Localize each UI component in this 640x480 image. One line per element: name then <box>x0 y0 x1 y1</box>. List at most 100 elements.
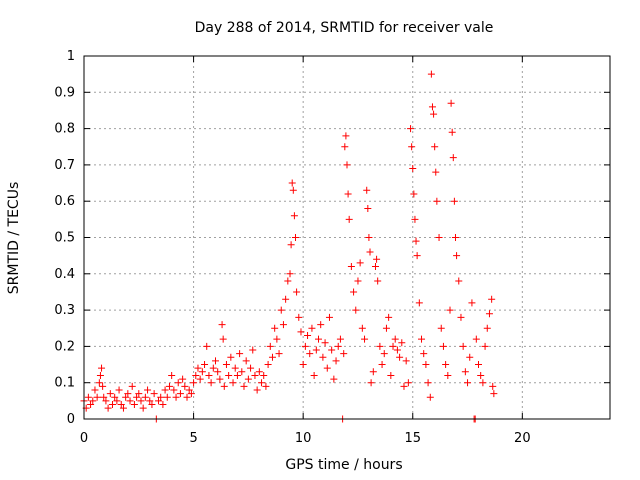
data-point <box>117 400 125 408</box>
data-point <box>139 404 147 412</box>
data-point <box>198 368 206 376</box>
data-point <box>431 143 439 151</box>
data-point <box>201 361 209 369</box>
data-point <box>466 353 474 361</box>
data-point <box>242 357 250 365</box>
data-point <box>133 393 141 401</box>
data-point <box>108 400 116 408</box>
data-point <box>321 339 329 347</box>
data-point <box>266 342 274 350</box>
data-point <box>192 371 200 379</box>
data-point <box>150 390 158 398</box>
data-point <box>391 335 399 343</box>
data-point <box>336 335 344 343</box>
data-point <box>373 255 381 263</box>
data-point <box>229 379 237 387</box>
data-point <box>273 335 281 343</box>
data-point <box>382 324 390 332</box>
data-point <box>489 382 497 390</box>
y-tick-label: 0.4 <box>54 267 75 282</box>
data-point <box>146 397 154 405</box>
data-point <box>115 386 123 394</box>
data-point <box>366 248 374 256</box>
data-point <box>459 342 467 350</box>
data-point <box>317 321 325 329</box>
data-point <box>323 364 331 372</box>
y-tick-label: 0.6 <box>54 194 75 209</box>
data-point <box>174 379 182 387</box>
data-point <box>398 339 406 347</box>
data-point <box>451 234 459 241</box>
data-point <box>148 400 156 408</box>
data-point <box>455 277 463 285</box>
data-point <box>432 168 440 176</box>
data-point <box>415 299 423 307</box>
data-point <box>407 125 415 133</box>
y-axis-label: SRMTID / TECUs <box>6 182 22 295</box>
data-point <box>334 342 342 350</box>
data-point <box>435 234 443 241</box>
data-point <box>233 371 241 379</box>
data-point <box>106 390 114 398</box>
y-tick-label: 1 <box>67 49 75 64</box>
data-point <box>330 375 338 383</box>
data-point <box>212 357 219 365</box>
data-point <box>290 212 298 220</box>
data-point <box>141 393 149 401</box>
data-point <box>91 386 99 394</box>
data-point <box>424 379 432 387</box>
y-tick-label: 0.5 <box>54 231 75 246</box>
data-point <box>449 154 457 162</box>
data-point <box>157 393 165 401</box>
data-point <box>310 371 318 379</box>
data-point <box>450 197 458 205</box>
data-point <box>293 288 301 296</box>
data-point <box>411 215 419 223</box>
data-point <box>490 390 498 398</box>
data-point <box>255 368 263 376</box>
y-tick-label: 0.9 <box>54 85 75 100</box>
data-point <box>468 299 476 307</box>
y-tick-label: 0.8 <box>54 122 75 137</box>
data-point <box>163 393 171 401</box>
data-point <box>301 342 309 350</box>
data-point <box>325 313 333 321</box>
grid-lines <box>84 56 610 419</box>
data-point <box>299 361 307 369</box>
data-point <box>442 361 450 369</box>
data-point <box>284 277 292 285</box>
data-point <box>344 190 352 198</box>
data-point <box>426 393 434 401</box>
data-point <box>393 346 401 354</box>
data-point <box>126 397 134 405</box>
data-point <box>371 263 379 271</box>
y-tick-label: 0.1 <box>54 376 75 391</box>
x-axis-label: GPS time / hours <box>285 457 402 473</box>
data-point <box>444 371 452 379</box>
data-point <box>374 277 382 285</box>
data-point <box>341 143 349 151</box>
data-point <box>287 241 295 249</box>
data-point <box>179 375 187 383</box>
data-point <box>332 357 340 365</box>
x-tick-label: 5 <box>189 431 197 446</box>
data-point <box>135 390 143 398</box>
x-tick-label: 20 <box>514 431 531 446</box>
data-point <box>412 237 420 245</box>
data-point <box>209 364 217 372</box>
data-point <box>354 277 362 285</box>
data-point <box>244 375 252 383</box>
data-points <box>80 70 498 423</box>
data-point <box>159 400 167 408</box>
data-point <box>483 324 491 332</box>
data-point <box>275 350 283 358</box>
data-point <box>295 313 303 321</box>
data-point <box>227 353 235 361</box>
data-point <box>364 204 372 212</box>
data-point <box>176 390 184 398</box>
data-point <box>258 379 266 387</box>
data-point <box>422 361 430 369</box>
data-point <box>433 197 441 205</box>
